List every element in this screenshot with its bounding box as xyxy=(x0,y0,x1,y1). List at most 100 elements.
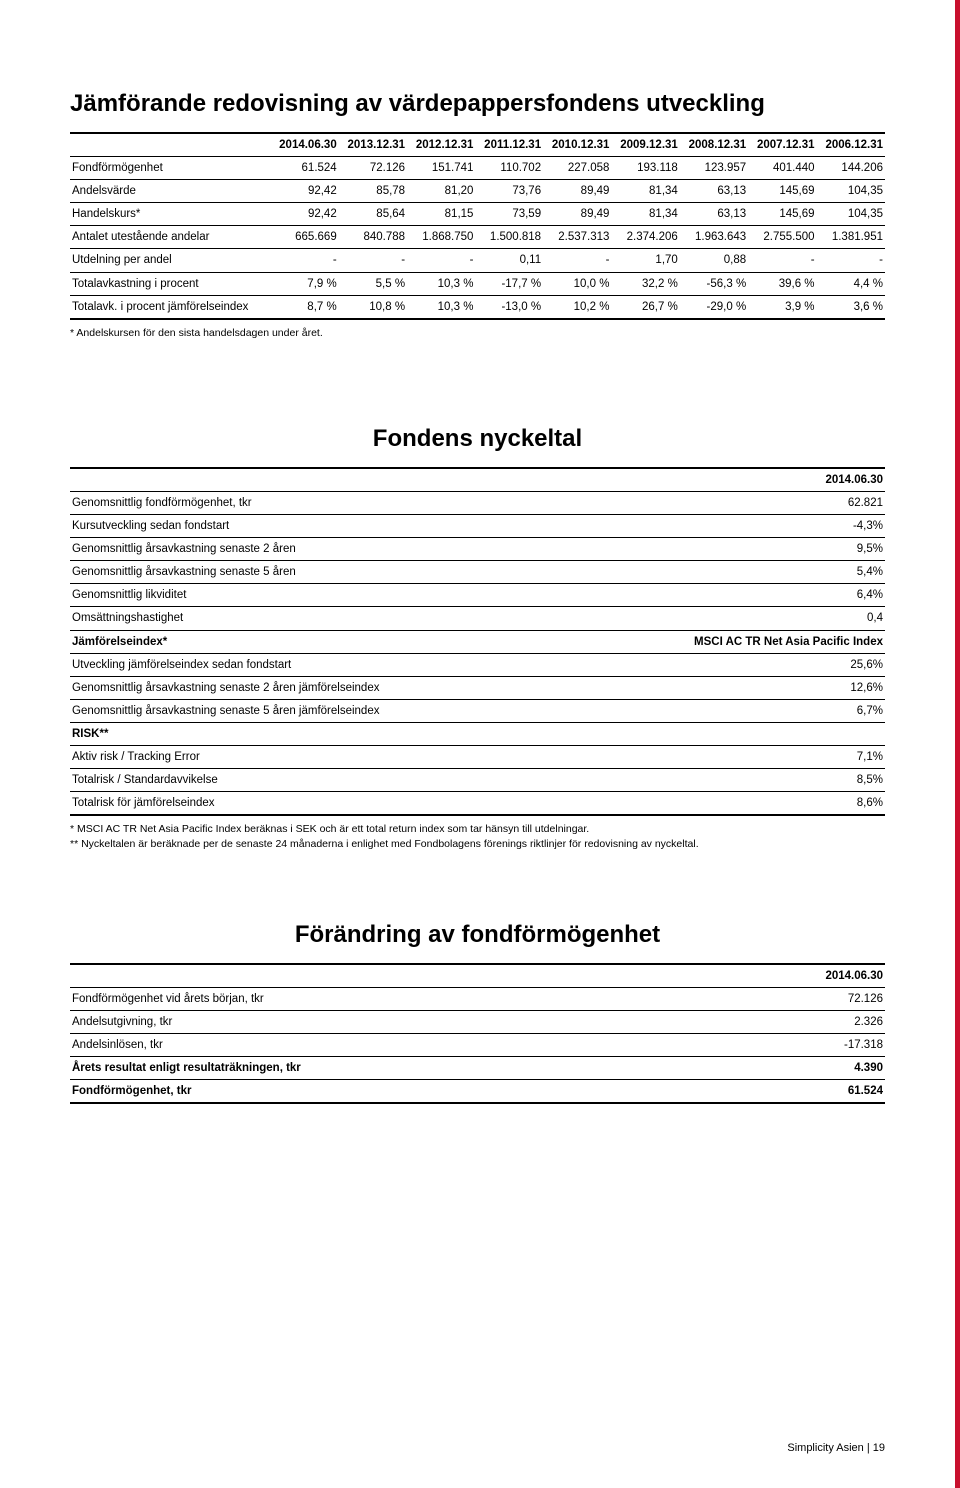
cell-value: 2.537.313 xyxy=(543,226,611,249)
cell-value: -56,3 % xyxy=(680,272,748,295)
row-label: Fondförmögenhet xyxy=(70,157,270,180)
cell-value: 72.126 xyxy=(339,157,407,180)
row-value: 7,1% xyxy=(573,746,885,769)
table-row: Genomsnittlig årsavkastning senaste 2 år… xyxy=(70,538,885,561)
row-value: 2.326 xyxy=(715,1010,885,1033)
cell-value: 63,13 xyxy=(680,180,748,203)
cell-value: - xyxy=(748,249,816,272)
row-value: 62.821 xyxy=(573,492,885,515)
row-label: Handelskurs* xyxy=(70,203,270,226)
cell-value: 89,49 xyxy=(543,180,611,203)
table-comparison: 2014.06.302013.12.312012.12.312011.12.31… xyxy=(70,132,885,320)
cell-value: 26,7 % xyxy=(611,295,679,319)
cell-value: 81,34 xyxy=(611,203,679,226)
col-date: 2008.12.31 xyxy=(680,133,748,157)
cell-value: 665.669 xyxy=(270,226,338,249)
cell-value: 401.440 xyxy=(748,157,816,180)
cell-value: 10,8 % xyxy=(339,295,407,319)
section2-date: 2014.06.30 xyxy=(573,468,885,492)
cell-value: 144.206 xyxy=(817,157,885,180)
table-row: Andelsinlösen, tkr-17.318 xyxy=(70,1033,885,1056)
table-change-assets: 2014.06.30 Fondförmögenhet vid årets bör… xyxy=(70,963,885,1105)
cell-value: 73,76 xyxy=(475,180,543,203)
cell-value: - xyxy=(407,249,475,272)
cell-value: 5,5 % xyxy=(339,272,407,295)
cell-value: 3,6 % xyxy=(817,295,885,319)
table-row: Genomsnittlig likviditet6,4% xyxy=(70,584,885,607)
section2-footnote2: ** Nyckeltalen är beräknade per de senas… xyxy=(70,837,885,851)
cell-value: 0,11 xyxy=(475,249,543,272)
col-date: 2007.12.31 xyxy=(748,133,816,157)
cell-value: - xyxy=(817,249,885,272)
row-label: Jämförelseindex* xyxy=(70,630,573,653)
cell-value: 61.524 xyxy=(270,157,338,180)
cell-value: 3,9 % xyxy=(748,295,816,319)
table-row: Totalavkastning i procent7,9 %5,5 %10,3 … xyxy=(70,272,885,295)
row-label: Fondförmögenhet, tkr xyxy=(70,1080,715,1104)
row-label: Genomsnittlig årsavkastning senaste 5 år… xyxy=(70,561,573,584)
cell-value: 92,42 xyxy=(270,203,338,226)
table-row: Andelsutgivning, tkr2.326 xyxy=(70,1010,885,1033)
cell-value: 89,49 xyxy=(543,203,611,226)
cell-value: 104,35 xyxy=(817,180,885,203)
table-row: Årets resultat enligt resultaträkningen,… xyxy=(70,1057,885,1080)
table-row: Utdelning per andel---0,11-1,700,88-- xyxy=(70,249,885,272)
row-value: MSCI AC TR Net Asia Pacific Index xyxy=(573,630,885,653)
table-row: Totalavk. i procent jämförelseindex8,7 %… xyxy=(70,295,885,319)
cell-value: 227.058 xyxy=(543,157,611,180)
table-row: Fondförmögenhet, tkr61.524 xyxy=(70,1080,885,1104)
table-row: Genomsnittlig årsavkastning senaste 5 år… xyxy=(70,561,885,584)
row-label: Utveckling jämförelseindex sedan fondsta… xyxy=(70,653,573,676)
row-value: 8,6% xyxy=(573,792,885,816)
table-key-figures: 2014.06.30 Genomsnittlig fondförmögenhet… xyxy=(70,467,885,816)
row-label: Fondförmögenhet vid årets början, tkr xyxy=(70,987,715,1010)
cell-value: 10,0 % xyxy=(543,272,611,295)
row-label: Kursutveckling sedan fondstart xyxy=(70,515,573,538)
row-label: Totalavkastning i procent xyxy=(70,272,270,295)
cell-value: 81,15 xyxy=(407,203,475,226)
row-value: 6,7% xyxy=(573,699,885,722)
cell-value: 7,9 % xyxy=(270,272,338,295)
cell-value: 73,59 xyxy=(475,203,543,226)
section3-date: 2014.06.30 xyxy=(715,964,885,988)
row-label: Andelsinlösen, tkr xyxy=(70,1033,715,1056)
cell-value: 1,70 xyxy=(611,249,679,272)
cell-value: -13,0 % xyxy=(475,295,543,319)
col-date: 2006.12.31 xyxy=(817,133,885,157)
empty-header xyxy=(70,964,715,988)
cell-value: - xyxy=(543,249,611,272)
row-value: 12,6% xyxy=(573,676,885,699)
row-label: Genomsnittlig årsavkastning senaste 2 år… xyxy=(70,676,573,699)
table-row: Totalrisk / Standardavvikelse8,5% xyxy=(70,769,885,792)
row-label: Totalrisk / Standardavvikelse xyxy=(70,769,573,792)
section1-footnote: * Andelskursen för den sista handelsdage… xyxy=(70,326,885,340)
col-date: 2014.06.30 xyxy=(270,133,338,157)
section1-title: Jämförande redovisning av värdepappersfo… xyxy=(70,90,885,118)
table-row: Genomsnittlig årsavkastning senaste 5 år… xyxy=(70,699,885,722)
row-label: Genomsnittlig årsavkastning senaste 2 år… xyxy=(70,538,573,561)
row-value: 25,6% xyxy=(573,653,885,676)
col-date: 2013.12.31 xyxy=(339,133,407,157)
row-value xyxy=(573,722,885,745)
cell-value: 840.788 xyxy=(339,226,407,249)
row-value: -4,3% xyxy=(573,515,885,538)
row-value: 8,5% xyxy=(573,769,885,792)
cell-value: 10,3 % xyxy=(407,295,475,319)
row-label: Totalavk. i procent jämförelseindex xyxy=(70,295,270,319)
table-row: Aktiv risk / Tracking Error7,1% xyxy=(70,746,885,769)
cell-value: 92,42 xyxy=(270,180,338,203)
cell-value: 104,35 xyxy=(817,203,885,226)
row-label: Andelsutgivning, tkr xyxy=(70,1010,715,1033)
cell-value: -17,7 % xyxy=(475,272,543,295)
table-row: Totalrisk för jämförelseindex8,6% xyxy=(70,792,885,816)
table-row: Omsättningshastighet0,4 xyxy=(70,607,885,630)
cell-value: 63,13 xyxy=(680,203,748,226)
cell-value: 145,69 xyxy=(748,180,816,203)
row-value: 0,4 xyxy=(573,607,885,630)
row-label: Årets resultat enligt resultaträkningen,… xyxy=(70,1057,715,1080)
cell-value: 4,4 % xyxy=(817,272,885,295)
cell-value: -29,0 % xyxy=(680,295,748,319)
table-row: Genomsnittlig årsavkastning senaste 2 år… xyxy=(70,676,885,699)
row-label: Omsättningshastighet xyxy=(70,607,573,630)
col-date: 2012.12.31 xyxy=(407,133,475,157)
